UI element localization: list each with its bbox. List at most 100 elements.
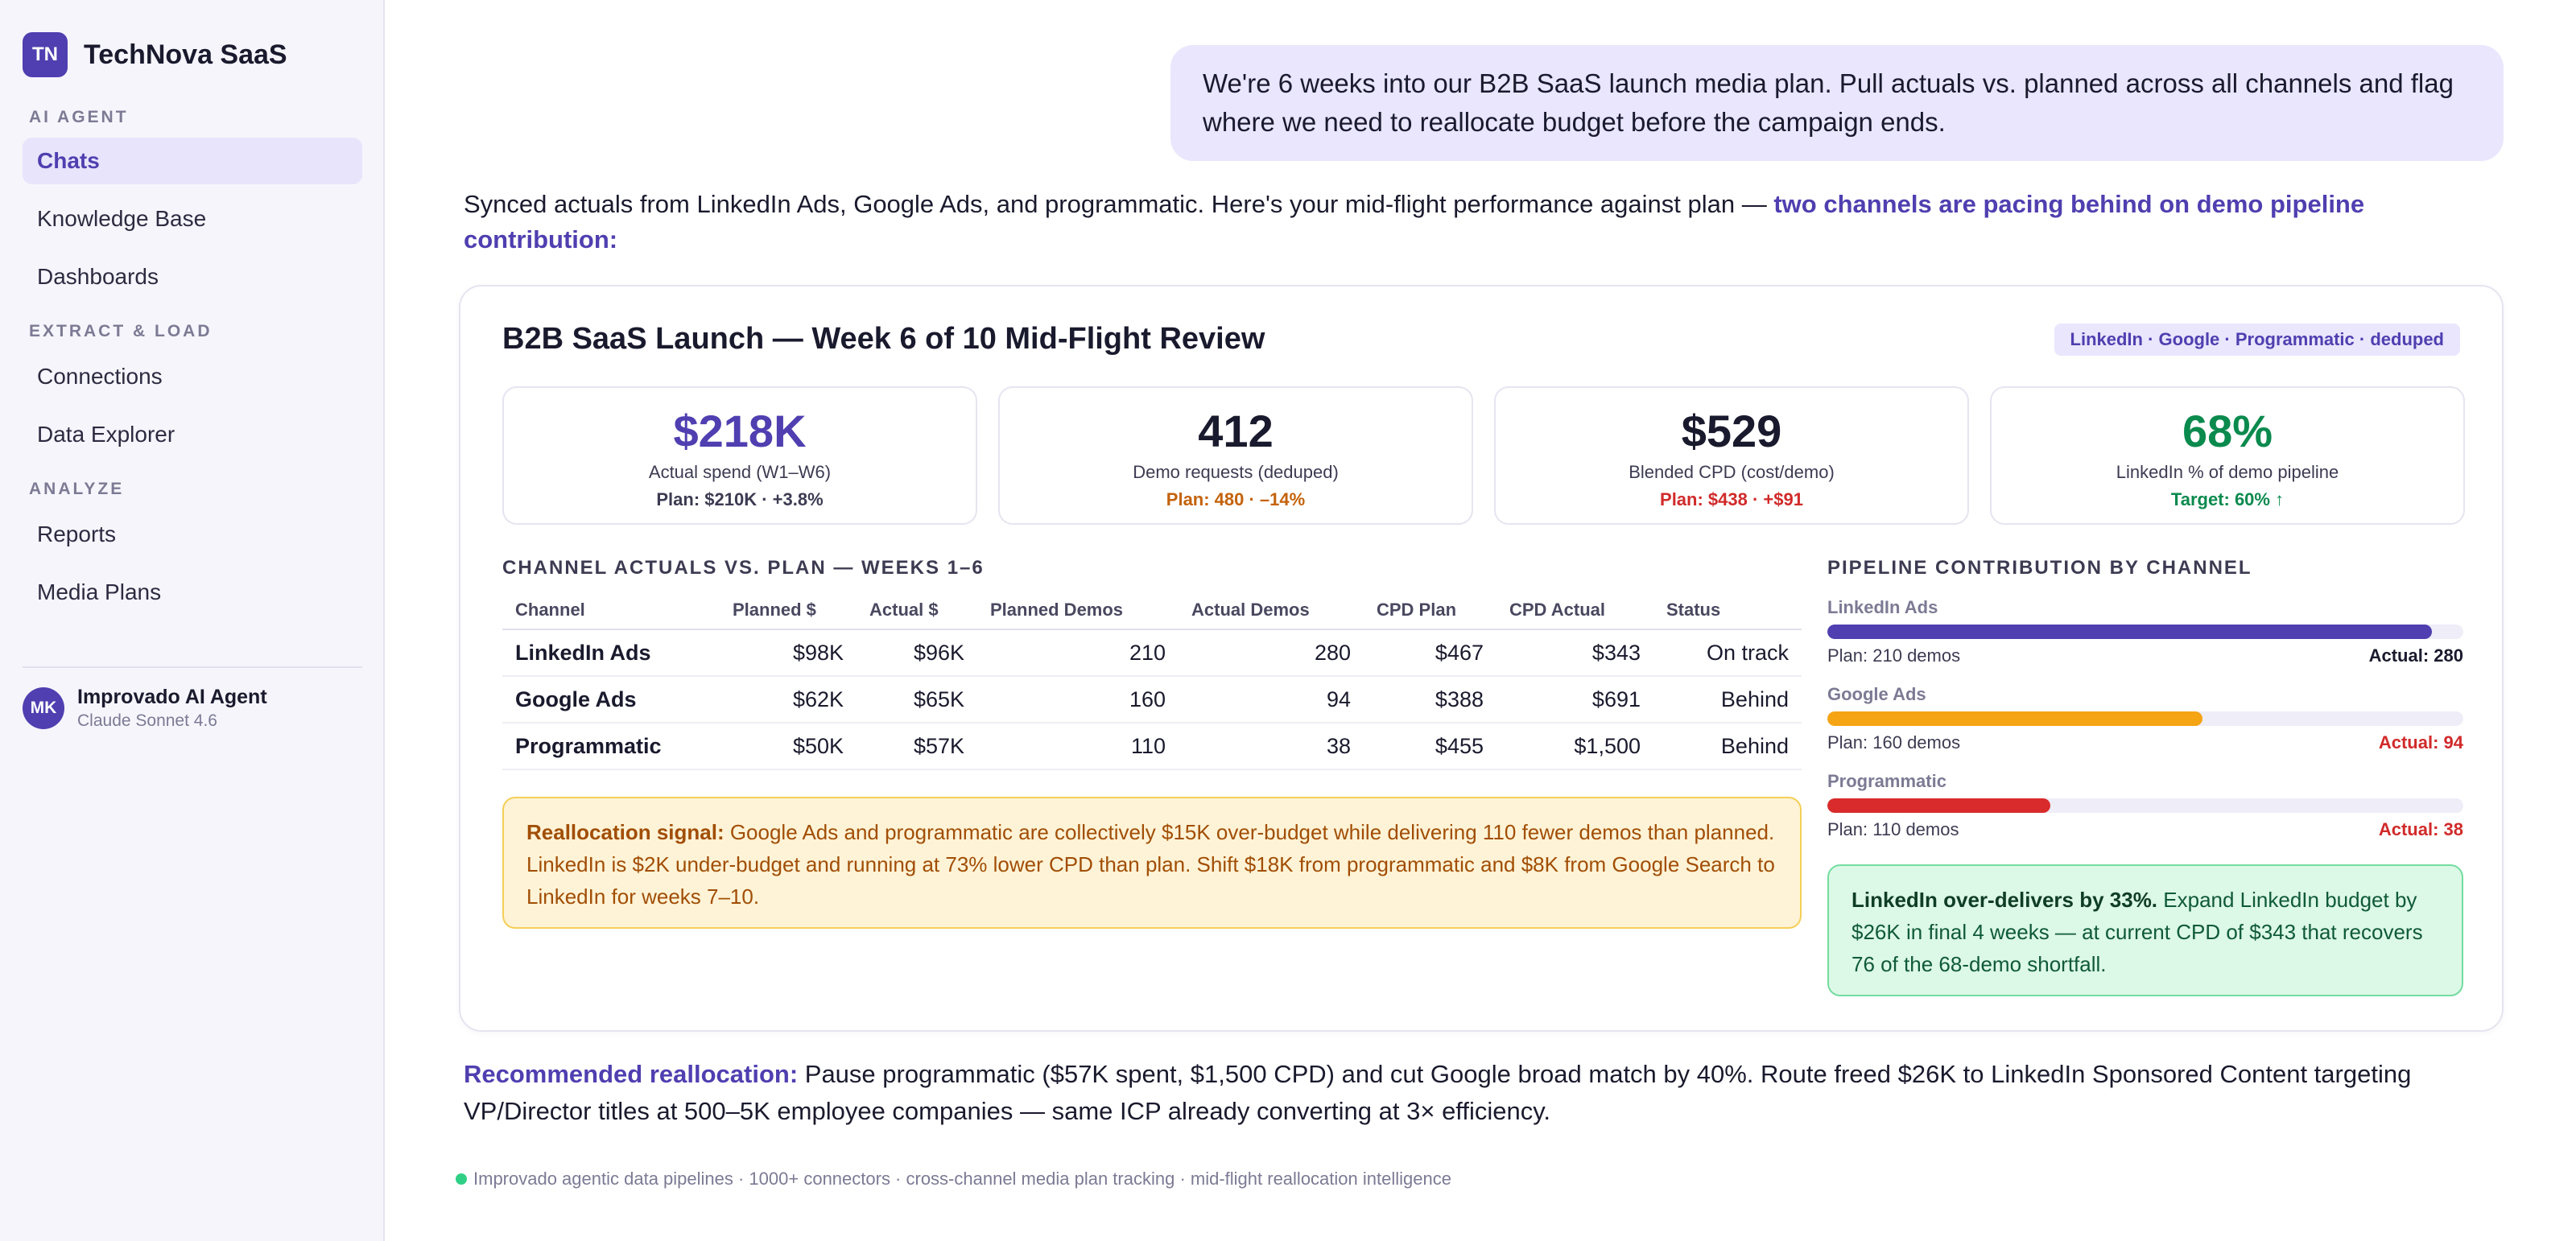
brand-name: TechNova SaaS [84,39,287,70]
recommendation: Recommended reallocation: Pause programm… [464,1056,2444,1130]
table-heading: CHANNEL ACTUALS VS. PLAN — WEEKS 1–6 [502,557,985,579]
pipeline-linkedin: LinkedIn Ads Plan: 210 demos Actual: 280 [1827,597,2463,666]
nav-item-knowledge-base[interactable]: Knowledge Base [37,206,207,231]
kpi-value: $218K [673,406,807,456]
pipeline-programmatic: Programmatic Plan: 110 demos Actual: 38 [1827,771,2463,840]
cell-actual-demos: 94 [1179,676,1364,724]
kpi-card-spend: $218K Actual spend (W1–W6) Plan: $210K ·… [502,386,977,525]
intro-text: Synced actuals from LinkedIn Ads, Google… [464,190,1774,218]
footer: Improvado agentic data pipelines · 1000+… [456,1169,1451,1189]
status-badge: Behind [1653,676,1802,724]
cell-cpd-plan: $388 [1364,676,1496,724]
cell-channel: Programmatic [502,723,720,770]
kpi-sub: Plan: $210K · +3.8% [656,489,824,509]
nav-item-reports[interactable]: Reports [37,522,117,546]
linkedin-insight-box: LinkedIn over-delivers by 33%. Expand Li… [1827,864,2463,996]
agent-profile[interactable]: MK Improvado AI Agent Claude Sonnet 4.6 [23,686,267,731]
col-actual-spend: Actual $ [857,591,977,630]
cell-planned-demos: 210 [977,629,1179,677]
nav-item-connections[interactable]: Connections [37,364,163,389]
signal-text: Google Ads and programmatic are collecti… [526,820,1775,909]
reallocation-signal-box: Reallocation signal: Google Ads and prog… [502,797,1802,929]
cell-cpd-plan: $455 [1364,723,1496,770]
cell-planned-demos: 110 [977,723,1179,770]
sidebar-divider [23,666,362,668]
cell-cpd-actual: $1,500 [1496,723,1653,770]
pipeline-bar-fill [1827,625,2432,639]
col-actual-demos: Actual Demos [1179,591,1364,630]
cell-actual: $57K [857,723,977,770]
footer-text: Improvado agentic data pipelines · 1000+… [473,1169,1451,1189]
kpi-label: Actual spend (W1–W6) [648,462,832,482]
col-status: Status [1653,591,1802,630]
cell-actual-demos: 280 [1179,629,1364,677]
cell-planned: $50K [720,723,857,770]
report-card: B2B SaaS Launch — Week 6 of 10 Mid-Fligh… [459,285,2504,1032]
insight-label: LinkedIn over-delivers by 33%. [1852,888,2158,912]
source-tag: LinkedIn · Google · Programmatic · dedup… [2054,324,2460,356]
pipeline-bar-fill [1827,711,2203,726]
col-cpd-plan: CPD Plan [1364,591,1496,630]
table-row: LinkedIn Ads $98K $96K 210 280 $467 $343… [502,629,1802,677]
pipeline-google: Google Ads Plan: 160 demos Actual: 94 [1827,684,2463,753]
cell-cpd-actual: $343 [1496,629,1653,677]
table-row: Google Ads $62K $65K 160 94 $388 $691 Be… [502,676,1802,724]
user-message-bubble: We're 6 weeks into our B2B SaaS launch m… [1170,45,2504,161]
cell-cpd-plan: $467 [1364,629,1496,677]
kpi-card-linkedin-share: 68% LinkedIn % of demo pipeline Target: … [1990,386,2465,525]
pipeline-channel-name: LinkedIn Ads [1827,597,1938,617]
col-channel: Channel [502,591,720,630]
pipeline-actual: Actual: 94 [2378,732,2463,752]
kpi-value: 68% [2182,406,2273,456]
pipeline-bar-track [1827,798,2463,813]
pipeline-bar-fill [1827,798,2050,813]
recommend-text: Pause programmatic ($57K spent, $1,500 C… [464,1060,2412,1125]
col-cpd-actual: CPD Actual [1496,591,1653,630]
table-header-row: Channel Planned $ Actual $ Planned Demos… [502,591,1802,630]
table-row: Programmatic $50K $57K 110 38 $455 $1,50… [502,723,1802,770]
kpi-sub: Plan: 480 · –14% [1166,489,1306,509]
section-label-analyze: ANALYZE [29,480,125,498]
nav-item-data-explorer[interactable]: Data Explorer [37,422,175,447]
brand-logo: TN [23,32,68,77]
pipeline-plan: Plan: 160 demos [1827,732,1961,752]
avatar: MK [23,687,64,729]
pipeline-heading: PIPELINE CONTRIBUTION BY CHANNEL [1827,557,2252,579]
pipeline-bar-track [1827,711,2463,726]
sidebar: TN TechNova SaaS AI AGENT Chats Knowledg… [0,0,385,1241]
brand[interactable]: TN TechNova SaaS [23,32,287,77]
recommend-label: Recommended reallocation: [464,1060,799,1088]
pipeline-bar-track [1827,625,2463,639]
cell-planned-demos: 160 [977,676,1179,724]
nav-item-chats[interactable]: Chats [23,138,362,184]
report-title: B2B SaaS Launch — Week 6 of 10 Mid-Fligh… [502,322,1265,356]
cell-cpd-actual: $691 [1496,676,1653,724]
intro-highlight: two channels are pacing behind on demo p… [464,190,2365,254]
cell-planned: $62K [720,676,857,724]
cell-planned: $98K [720,629,857,677]
col-planned-spend: Planned $ [720,591,857,630]
pipeline-plan: Plan: 210 demos [1827,645,1961,666]
cell-actual: $96K [857,629,977,677]
assistant-intro: Synced actuals from LinkedIn Ads, Google… [464,187,2396,258]
cell-actual-demos: 38 [1179,723,1364,770]
status-badge: On track [1653,629,1802,677]
status-badge: Behind [1653,723,1802,770]
kpi-label: Blended CPD (cost/demo) [1629,462,1835,482]
kpi-label: LinkedIn % of demo pipeline [2116,462,2339,482]
pipeline-plan: Plan: 110 demos [1827,819,1959,839]
pipeline-actual: Actual: 280 [2368,645,2463,666]
section-label-extract-load: EXTRACT & LOAD [29,322,213,340]
signal-label: Reallocation signal: [526,820,724,844]
insight-text: Expand LinkedIn budget by $26K in final … [1852,888,2423,976]
section-label-ai-agent: AI AGENT [29,108,129,126]
kpi-value: 412 [1198,406,1274,456]
cell-channel: LinkedIn Ads [502,629,720,677]
agent-model: Claude Sonnet 4.6 [77,711,217,730]
kpi-sub: Target: 60% ↑ [2170,489,2285,509]
nav-item-dashboards[interactable]: Dashboards [37,264,159,289]
cell-actual: $65K [857,676,977,724]
kpi-value: $529 [1681,406,1782,456]
kpi-card-cpd: $529 Blended CPD (cost/demo) Plan: $438 … [1494,386,1969,525]
nav-item-media-plans[interactable]: Media Plans [37,579,162,604]
